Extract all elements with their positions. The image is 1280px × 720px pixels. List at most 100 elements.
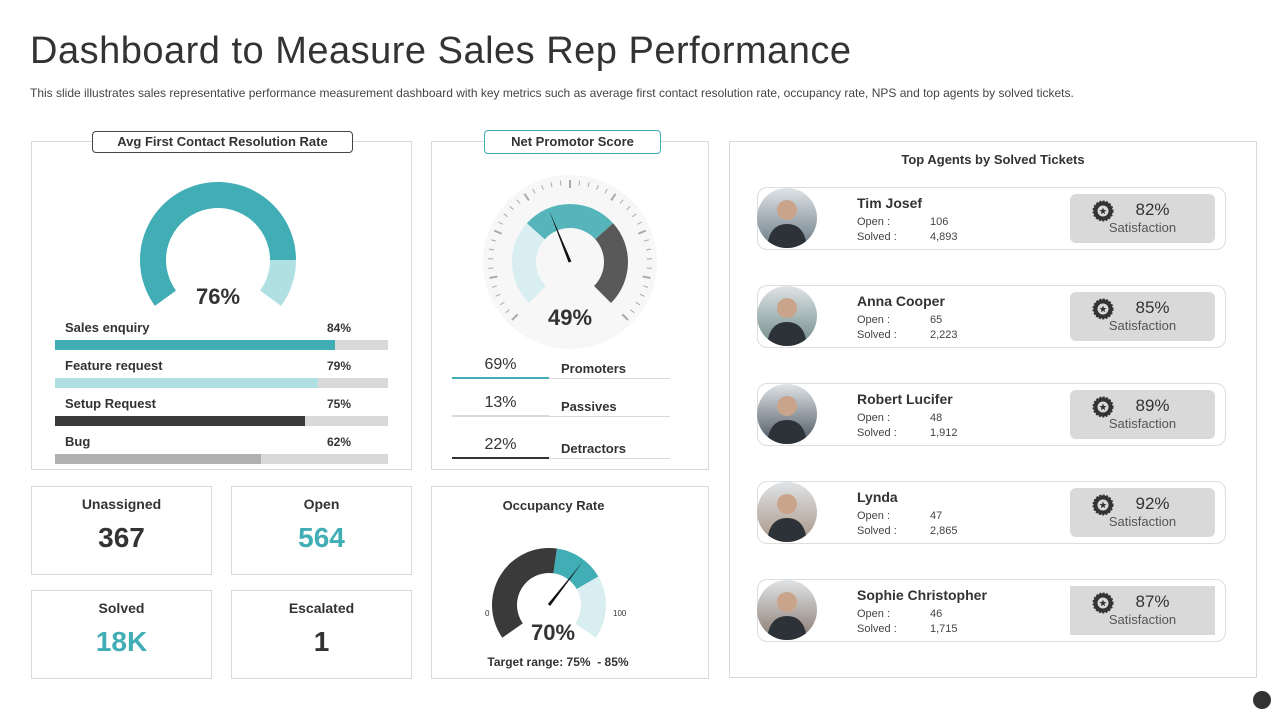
- occupancy-value: 70%: [530, 620, 576, 645]
- nps-tick: [490, 239, 497, 242]
- nps-tick: [532, 188, 536, 194]
- agent-satisfaction-label: Satisfaction: [1108, 612, 1177, 627]
- agent-satisfaction-label: Satisfaction: [1108, 318, 1177, 333]
- nps-tick: [635, 301, 641, 306]
- occupancy-title: Occupancy Rate: [502, 498, 605, 513]
- occupancy-low-arc: [492, 548, 557, 638]
- agent-solved: Solved : 4,893: [857, 231, 958, 243]
- nps-tick: [587, 182, 590, 188]
- agent-card[interactable]: Tim Josef Open : 106 Solved : 4,893 82% Sa…: [757, 187, 1226, 250]
- agent-solved-value: 1,912: [930, 427, 958, 439]
- nps-tick: [621, 313, 629, 321]
- solved-label: Solved :: [857, 427, 897, 439]
- occupancy-gauge: [492, 548, 606, 638]
- fcr-item-bar: [55, 378, 388, 388]
- nps-row-line: [452, 378, 670, 379]
- solved-label: Solved :: [857, 623, 897, 635]
- open-label: Open :: [857, 412, 891, 424]
- occupancy-min: 0: [485, 609, 490, 618]
- fcr-donut-value-arc: [140, 181, 296, 306]
- agent-solved-value: 2,223: [930, 329, 958, 341]
- nps-needle: [549, 210, 572, 263]
- nps-tick: [493, 229, 503, 235]
- agent-satisfaction-label: Satisfaction: [1108, 416, 1177, 431]
- agent-satisfaction-label: Satisfaction: [1108, 514, 1177, 529]
- stat-value: 1: [313, 626, 330, 657]
- fcr-item-label: Bug: [65, 434, 91, 449]
- agent-open-value: 65: [930, 314, 943, 326]
- fcr-item-pct: 62%: [327, 435, 352, 449]
- nps-passive-arc: [526, 204, 614, 240]
- agent-satisfaction-pct: 82%: [1135, 200, 1170, 219]
- occupancy-needle: [547, 561, 583, 606]
- fcr-title: Avg First Contact Resolution Rate: [92, 131, 353, 153]
- agent-open: Open : 47: [857, 510, 942, 522]
- stat-label: Open: [303, 496, 340, 512]
- nps-tick: [559, 180, 562, 186]
- agent-solved-value: 4,893: [930, 231, 958, 243]
- agent-open-value: 47: [930, 510, 943, 522]
- nps-tick: [630, 309, 635, 314]
- agent-name: Sophie Christopher: [857, 587, 987, 603]
- agents-title: Top Agents by Solved Tickets: [901, 152, 1085, 167]
- nps-row-accent: [452, 415, 549, 417]
- fcr-item-bar-fill: [55, 378, 319, 388]
- agent-name: Anna Cooper: [857, 293, 945, 309]
- nps-tick: [596, 184, 599, 190]
- agent-solved: Solved : 1,715: [857, 623, 958, 635]
- nps-tick: [578, 180, 581, 186]
- agent-name: Tim Josef: [857, 195, 923, 211]
- nps-tick: [541, 184, 544, 190]
- fcr-item-label: Sales enquiry: [65, 320, 150, 335]
- stat-label: Solved: [98, 600, 145, 616]
- nps-tick: [523, 193, 530, 202]
- nps-tick: [516, 199, 521, 204]
- nps-gauge: [483, 175, 657, 349]
- nps-tick: [488, 248, 495, 251]
- fcr-item-bar-fill: [55, 416, 305, 426]
- nps-row-label: Passives: [561, 399, 617, 414]
- nps-tick: [636, 221, 642, 225]
- nps-tick: [505, 309, 510, 314]
- agent-avatar: [757, 384, 817, 444]
- page-title: Dashboard to Measure Sales Rep Performan…: [30, 30, 852, 72]
- nps-tick: [511, 313, 519, 321]
- slide-nav-dot[interactable]: [1253, 691, 1271, 709]
- agent-satisfaction: 92% Satisfaction: [1070, 488, 1215, 537]
- agent-card[interactable]: Sophie Christopher Open : 46 Solved : 1,71…: [757, 579, 1226, 642]
- open-label: Open :: [857, 608, 891, 620]
- agent-open: Open : 65: [857, 314, 942, 326]
- agent-avatar: [757, 188, 817, 248]
- occupancy-max: 100: [613, 609, 627, 618]
- nps-row-label: Promoters: [561, 361, 627, 376]
- nps-tick: [619, 199, 624, 204]
- nps-row-accent: [452, 457, 549, 459]
- stat-value: 18K: [95, 626, 148, 657]
- agent-card[interactable]: Robert Lucifer Open : 48 Solved : 1,912 89…: [757, 383, 1226, 446]
- nps-tick: [632, 213, 637, 218]
- nps-tick: [645, 248, 652, 251]
- open-label: Open :: [857, 216, 891, 228]
- nps-detractor-arc: [512, 223, 546, 304]
- agent-card[interactable]: Anna Cooper Open : 65 Solved : 2,223 85% S…: [757, 285, 1226, 348]
- agent-satisfaction-pct: 92%: [1135, 494, 1170, 513]
- occupancy-target-arc: [553, 548, 599, 589]
- agent-satisfaction-pct: 85%: [1135, 298, 1170, 317]
- stat-solved: Solved 18K: [31, 590, 212, 679]
- nps-row-accent: [452, 377, 549, 379]
- nps-title: Net Promotor Score: [484, 130, 661, 154]
- nps-tick: [495, 293, 501, 297]
- nps-row: 69% Promoters: [452, 352, 670, 392]
- nps-tick: [503, 213, 508, 218]
- nps-row: 22% Detractors: [452, 432, 670, 472]
- nps-promoter-arc: [594, 223, 628, 304]
- nps-tick: [610, 193, 617, 202]
- nps-tick: [643, 285, 649, 288]
- agent-card[interactable]: Lynda Open : 47 Solved : 2,865 92% Satisfa…: [757, 481, 1226, 544]
- nps-row-pct: 13%: [484, 394, 517, 411]
- fcr-item-bar-fill: [55, 454, 262, 464]
- fcr-item-pct: 75%: [327, 397, 352, 411]
- stat-value: 367: [98, 522, 145, 553]
- agent-solved-value: 2,865: [930, 525, 958, 537]
- agent-open: Open : 106: [857, 216, 948, 228]
